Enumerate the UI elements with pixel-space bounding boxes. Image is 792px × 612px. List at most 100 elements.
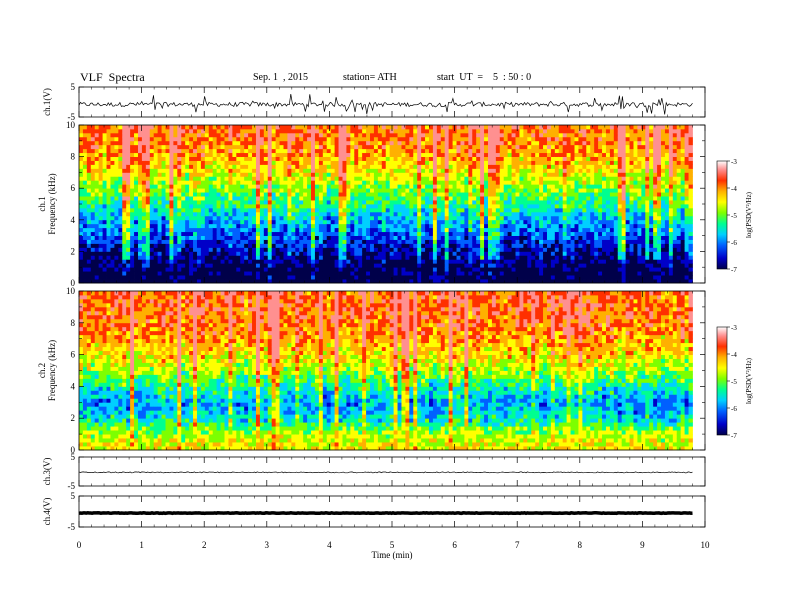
spectrogram-cell [385, 148, 391, 154]
spectrogram-cell [122, 219, 127, 225]
spectrogram-cell [527, 192, 532, 197]
spectrogram-cell [444, 251, 450, 256]
spectrogram-cell [86, 211, 92, 217]
spectrogram-cell [228, 255, 233, 260]
spectrogram-cell [326, 207, 332, 213]
spectrogram-cell [299, 176, 304, 181]
spectrogram-cell [460, 267, 465, 272]
spectrogram-cell [370, 204, 375, 209]
spectrogram-cell [354, 192, 359, 197]
spectrogram-cell [543, 275, 548, 280]
spectrogram-cell [228, 227, 233, 233]
spectrogram-cell [82, 235, 88, 240]
spectrogram-cell [397, 219, 402, 225]
spectrogram-cell [397, 200, 402, 205]
spectrogram-cell [267, 148, 273, 154]
spectrogram-cell [421, 136, 426, 142]
spectrogram-cell [330, 132, 336, 138]
spectrogram-cell [208, 204, 214, 209]
spectrogram-cell [543, 184, 548, 189]
spectrogram-cell [460, 188, 465, 193]
spectrogram-cell [550, 227, 556, 233]
spectrogram-cell [271, 192, 277, 197]
spectrogram-cell [413, 247, 418, 252]
spectrogram-cell [126, 243, 131, 248]
spectrogram-cell [527, 188, 532, 193]
spectrogram-cell [487, 239, 493, 244]
spectrogram-cell [409, 200, 414, 205]
spectrogram-cell [114, 196, 119, 201]
spectrogram-cell [452, 128, 457, 134]
spectrogram-cell [409, 125, 414, 130]
spectrogram-cell [279, 148, 284, 154]
spectrogram-cell [106, 247, 111, 252]
spectrogram-cell [440, 275, 446, 280]
spectrogram-cell [204, 207, 210, 213]
spectrogram-cell [259, 172, 265, 177]
spectrogram-cell [370, 235, 375, 240]
spectrogram-cell [385, 204, 391, 209]
spectrogram-cell [460, 196, 465, 201]
spectrogram-cell [189, 231, 194, 236]
spectrogram-cell [436, 259, 442, 264]
spectrogram-cell [425, 180, 430, 185]
spectrogram-cell [460, 180, 465, 185]
spectrogram-cell [480, 188, 485, 193]
spectrogram-cell [436, 215, 442, 221]
spectrogram-cell [98, 144, 103, 150]
spectrogram-cell [397, 255, 402, 260]
spectrogram-cell [535, 184, 540, 189]
spectrogram-cell [275, 160, 280, 165]
spectrogram-cell [236, 196, 241, 201]
spectrogram-cell [161, 160, 166, 165]
spectrogram-cell [326, 164, 332, 169]
spectrogram-cell [267, 125, 273, 130]
spectrogram-cell [429, 140, 434, 146]
spectrogram-cell [255, 168, 261, 173]
spectrogram-cell [440, 219, 446, 225]
spectrogram-cell [452, 164, 457, 169]
spectrogram-cell [263, 271, 269, 276]
spectrogram-cell [417, 227, 422, 233]
spectrogram-cell [409, 140, 414, 146]
spectrogram-cell [240, 247, 245, 252]
spectrogram-cell [236, 132, 241, 138]
spectrogram-cell [366, 267, 371, 272]
spectrogram-cell [102, 172, 107, 177]
spectrogram-cell [507, 207, 512, 213]
spectrogram-cell [157, 259, 162, 264]
spectrogram-cell [196, 172, 202, 177]
spectrogram-cell [354, 125, 359, 130]
spectrogram-cell [334, 207, 339, 213]
spectrogram-cell [130, 259, 135, 264]
spectrogram-cell [161, 263, 166, 268]
spectrogram-cell [436, 184, 442, 189]
spectrogram-cell [307, 164, 312, 169]
spectrogram-cell [432, 255, 438, 260]
spectrogram-cell [259, 247, 265, 252]
spectrogram-cell [240, 204, 245, 209]
spectrogram-cell [480, 255, 485, 260]
spectrogram-cell [149, 132, 155, 138]
spectrogram-cell [354, 271, 359, 276]
spectrogram-cell [145, 152, 151, 157]
spectrogram-cell [452, 168, 457, 173]
spectrogram-cell [232, 192, 237, 197]
spectrogram-cell [287, 243, 292, 248]
spectrogram-cell [224, 140, 229, 146]
spectrogram-cell [373, 172, 379, 177]
spectrogram-cell [543, 207, 548, 213]
spectrogram-cell [275, 255, 280, 260]
spectrogram-cell [448, 136, 453, 142]
spectrogram-cell [472, 128, 477, 134]
spectrogram-cell [413, 152, 418, 157]
spectrogram-cell [307, 247, 312, 252]
spectrogram-cell [503, 125, 509, 130]
spectrogram-cell [342, 200, 347, 205]
spectrogram-cell [240, 176, 245, 181]
spectrogram-cell [236, 164, 241, 169]
spectrogram-cell [381, 156, 387, 161]
spectrogram-cell [118, 164, 123, 169]
spectrogram-cell [114, 207, 119, 213]
spectrogram-cell [468, 247, 473, 252]
